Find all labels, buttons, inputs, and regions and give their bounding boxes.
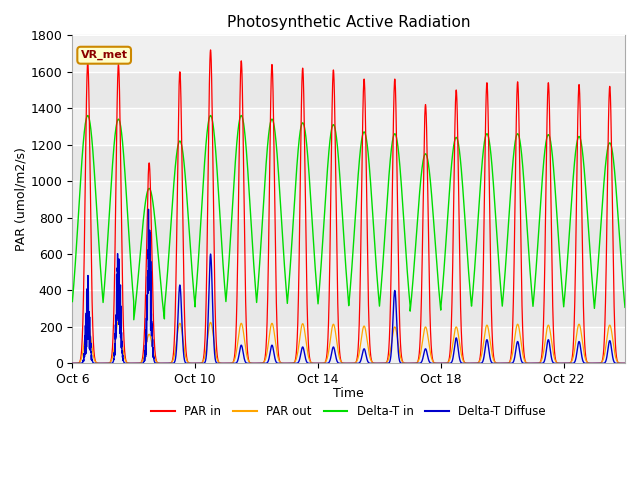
Text: VR_met: VR_met	[81, 50, 127, 60]
Bar	[72, 254, 625, 290]
X-axis label: Time: Time	[333, 387, 364, 400]
Bar	[72, 181, 625, 217]
Bar	[72, 36, 625, 72]
Legend: PAR in, PAR out, Delta-T in, Delta-T Diffuse: PAR in, PAR out, Delta-T in, Delta-T Dif…	[147, 401, 551, 423]
Bar	[72, 327, 625, 363]
Title: Photosynthetic Active Radiation: Photosynthetic Active Radiation	[227, 15, 470, 30]
Bar	[72, 108, 625, 144]
Y-axis label: PAR (umol/m2/s): PAR (umol/m2/s)	[15, 147, 28, 252]
